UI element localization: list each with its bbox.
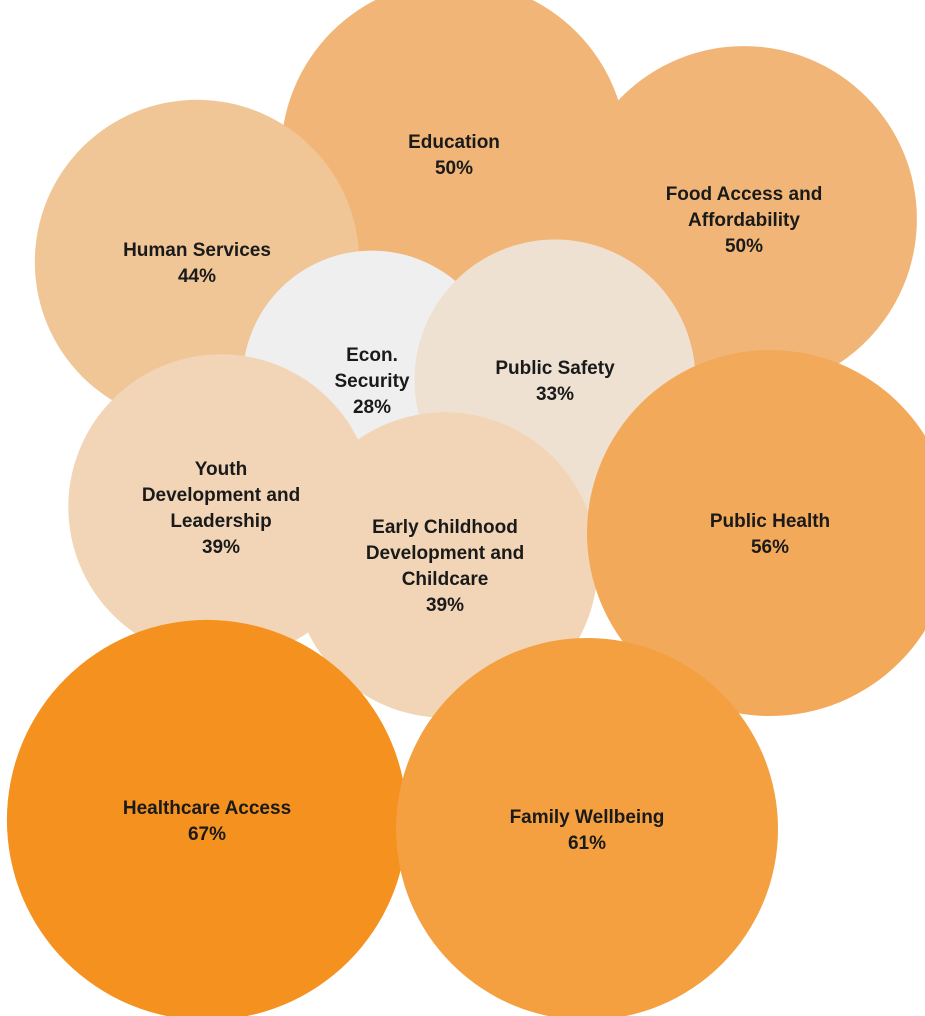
bubble-category-line: Leadership — [170, 511, 271, 532]
bubble-category-line: Childcare — [402, 569, 489, 590]
bubble-category-line: Security — [335, 371, 410, 392]
bubble-label: Human Services 44% — [123, 240, 271, 287]
bubble-value-label: 50% — [725, 236, 763, 257]
bubble-category-line: Human Services — [123, 240, 271, 261]
bubble-value-label: 28% — [353, 397, 391, 418]
bubble-8: Healthcare Access 67% — [6, 619, 408, 1016]
bubble-value-label: 67% — [188, 824, 226, 845]
bubble-label: Food Access and Affordability 50% — [666, 184, 823, 257]
bubble-label: Education 50% — [408, 132, 500, 179]
bubble-value-label: 56% — [751, 537, 789, 558]
bubble-6: Early Childhood Development and Childcare 3… — [292, 412, 598, 718]
bubble-label: Econ. Security 28% — [335, 345, 410, 418]
bubble-label: Early Childhood Development and Childcare 3… — [366, 517, 524, 616]
bubble-value-label: 33% — [536, 384, 574, 405]
bubble-category-line: Food Access and — [666, 184, 823, 205]
bubble-category-line: Public Safety — [495, 358, 615, 379]
bubble-7: Public Health 56% — [587, 350, 925, 716]
bubble-value-label: 39% — [426, 595, 464, 616]
bubble-category-line: Family Wellbeing — [510, 807, 665, 828]
bubble-label: Public Health 56% — [710, 511, 830, 558]
bubble-category-line: Affordability — [688, 210, 800, 231]
bubble-label: Youth Development and Leadership 39% — [142, 459, 300, 558]
bubble-circle — [6, 619, 408, 1016]
bubble-category-line: Education — [408, 132, 500, 153]
bubble-9: Family Wellbeing 61% — [396, 638, 778, 1016]
bubble-category-line: Development and — [142, 485, 300, 506]
bubble-category-line: Development and — [366, 543, 524, 564]
bubble-label: Healthcare Access 67% — [123, 798, 291, 845]
bubble-category-line: Youth — [195, 459, 247, 480]
bubble-label: Family Wellbeing 61% — [510, 807, 665, 854]
bubble-circle — [292, 412, 598, 718]
bubble-circle — [396, 638, 778, 1016]
bubble-value-label: 39% — [202, 537, 240, 558]
bubble-category-line: Early Childhood — [372, 517, 518, 538]
bubble-category-line: Public Health — [710, 511, 830, 532]
bubble-value-label: 44% — [178, 266, 216, 287]
bubble-value-label: 50% — [435, 158, 473, 179]
bubble-circle — [587, 350, 925, 716]
bubble-label: Public Safety 33% — [495, 358, 615, 405]
bubble-value-label: 61% — [568, 833, 606, 854]
bubble-category-line: Econ. — [346, 345, 398, 366]
bubble-category-line: Healthcare Access — [123, 798, 291, 819]
